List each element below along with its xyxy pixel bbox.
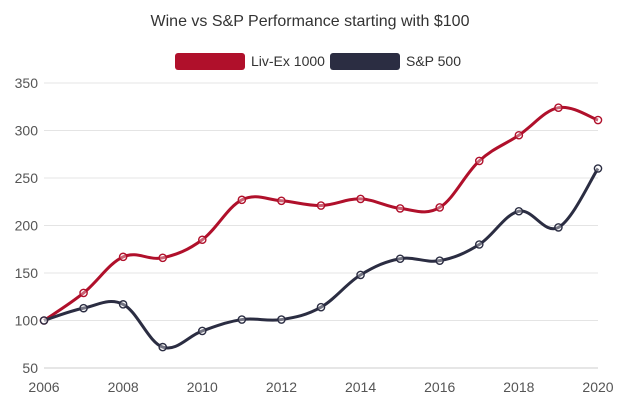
data-point-liv-ex-2011[interactable] <box>237 195 247 205</box>
series-group <box>39 103 603 352</box>
legend-label-sp500[interactable]: S&P 500 <box>406 53 461 69</box>
data-point-liv-ex-2015[interactable] <box>395 204 405 213</box>
x-tick-label: 2016 <box>424 379 455 395</box>
y-tick-label: 300 <box>15 123 39 139</box>
data-point-liv-ex-2016[interactable] <box>435 203 445 212</box>
data-point-sp500-2013[interactable] <box>316 302 326 312</box>
grid-lines <box>44 82 598 369</box>
data-point-sp500-2011[interactable] <box>237 315 247 324</box>
y-tick-label: 50 <box>22 360 38 376</box>
data-point-liv-ex-2019[interactable] <box>554 103 563 112</box>
data-point-sp500-2019[interactable] <box>554 223 563 232</box>
data-point-liv-ex-2018[interactable] <box>514 130 524 140</box>
x-axis-ticks: 2006 2008 2010 2012 2014 2016 2018 2020 <box>28 379 613 395</box>
chart-title: Wine vs S&P Performance starting with $1… <box>151 13 470 30</box>
data-point-liv-ex-2017[interactable] <box>474 156 484 166</box>
x-tick-label: 2006 <box>28 379 59 395</box>
x-tick-label: 2020 <box>582 379 613 395</box>
legend-swatch-liv-ex[interactable] <box>175 53 245 70</box>
data-point-liv-ex-2010[interactable] <box>197 235 207 245</box>
data-point-sp500-2015[interactable] <box>395 254 405 264</box>
legend-label-liv-ex[interactable]: Liv-Ex 1000 <box>251 53 325 69</box>
data-point-liv-ex-2013[interactable] <box>316 201 326 210</box>
y-tick-label: 350 <box>15 75 39 91</box>
data-point-liv-ex-2009[interactable] <box>158 253 168 263</box>
data-point-sp500-2007[interactable] <box>79 303 88 313</box>
data-point-liv-ex-2008[interactable] <box>118 252 128 262</box>
data-point-liv-ex-2012[interactable] <box>277 196 286 206</box>
y-tick-label: 150 <box>15 265 39 281</box>
data-point-liv-ex-2014[interactable] <box>356 194 365 204</box>
data-point-sp500-2008[interactable] <box>118 300 128 309</box>
legend: Liv-Ex 1000 S&P 500 <box>175 53 461 70</box>
data-point-sp500-2012[interactable] <box>277 315 286 324</box>
data-point-liv-ex-2020[interactable] <box>593 115 603 125</box>
data-point-sp500-2016[interactable] <box>435 256 445 265</box>
y-tick-label: 100 <box>15 313 39 329</box>
series-line-liv-ex[interactable] <box>43 105 599 322</box>
x-tick-label: 2018 <box>503 379 534 395</box>
data-point-sp500-2020[interactable] <box>593 164 603 173</box>
data-point-sp500-2006[interactable] <box>39 316 49 325</box>
x-tick-label: 2010 <box>187 379 218 395</box>
series-line-sp500[interactable] <box>43 167 600 350</box>
data-point-liv-ex-2007[interactable] <box>79 288 88 298</box>
y-tick-label: 250 <box>15 170 39 186</box>
data-point-sp500-2009[interactable] <box>158 342 168 352</box>
x-tick-label: 2008 <box>108 379 139 395</box>
data-point-sp500-2010[interactable] <box>197 326 207 336</box>
x-tick-label: 2014 <box>345 379 376 395</box>
y-tick-label: 200 <box>15 218 39 234</box>
x-tick-label: 2012 <box>266 379 297 395</box>
data-point-sp500-2014[interactable] <box>356 270 365 280</box>
data-point-sp500-2018[interactable] <box>514 206 524 216</box>
legend-swatch-sp500[interactable] <box>330 53 400 70</box>
y-axis-ticks: 50 100 150 200 250 300 350 <box>15 75 39 376</box>
data-point-sp500-2017[interactable] <box>474 240 484 249</box>
